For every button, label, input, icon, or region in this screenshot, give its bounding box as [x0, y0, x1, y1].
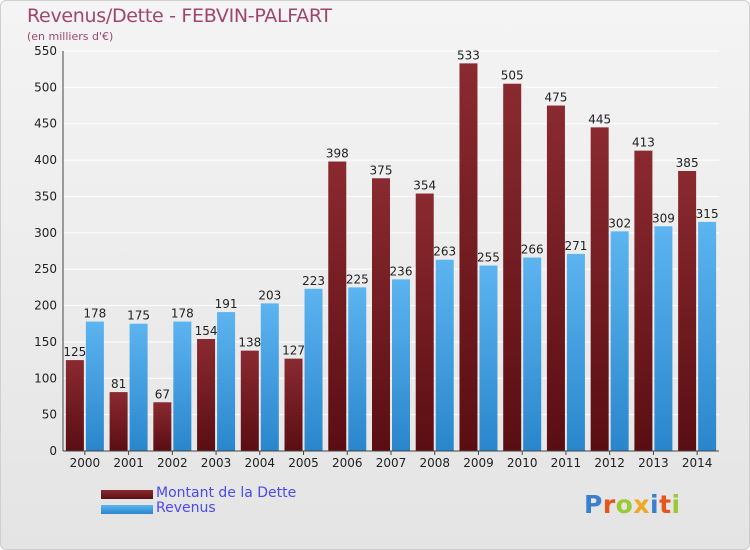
y-tick-label: 200 [34, 299, 57, 313]
bar-revenus [392, 279, 410, 451]
value-label-dette: 154 [195, 324, 218, 338]
bar-revenus [566, 253, 585, 451]
value-label-revenus: 225 [346, 272, 369, 286]
value-label-revenus: 223 [302, 274, 325, 288]
value-label-revenus: 178 [171, 307, 194, 321]
bar-dette [328, 161, 347, 451]
x-tick-label: 2004 [245, 456, 276, 470]
x-tick-label: 2013 [638, 456, 669, 470]
value-label-revenus: 178 [83, 307, 106, 321]
bar-dette [503, 83, 522, 452]
y-tick-label: 100 [34, 371, 57, 385]
bar-revenus [260, 303, 279, 451]
bar-revenus [173, 321, 192, 451]
bar-dette [240, 350, 259, 451]
x-tick-label: 2009 [463, 456, 494, 470]
proxiti-logo: Proxiti [584, 490, 681, 519]
y-tick-label: 400 [34, 153, 57, 167]
value-label-dette: 67 [155, 387, 170, 401]
bar-revenus [698, 221, 717, 451]
value-label-revenus: 309 [652, 211, 675, 225]
x-tick-label: 2002 [157, 456, 188, 470]
value-label-dette: 354 [413, 179, 436, 193]
value-label-dette: 81 [111, 377, 126, 391]
bar-dette [65, 360, 84, 451]
bar-dette [634, 150, 653, 452]
bar-dette [415, 193, 434, 451]
bar-dette [590, 127, 609, 451]
x-tick-label: 2012 [594, 456, 625, 470]
y-tick-label: 500 [34, 80, 57, 94]
value-label-revenus: 175 [127, 309, 150, 323]
x-tick-label: 2008 [419, 456, 450, 470]
bar-revenus [348, 287, 367, 451]
legend-swatch-revenus [101, 505, 153, 514]
value-label-revenus: 302 [608, 216, 631, 230]
legend-swatch-dette [101, 490, 153, 499]
bar-dette [109, 392, 128, 451]
value-label-revenus: 266 [521, 243, 544, 257]
value-label-revenus: 263 [433, 245, 456, 259]
bar-dette [372, 178, 390, 452]
bar-revenus [610, 231, 629, 451]
y-tick-label: 150 [34, 335, 57, 349]
value-label-dette: 385 [676, 156, 699, 170]
value-label-dette: 533 [457, 48, 480, 62]
legend-label-dette: Montant de la Dette [156, 485, 297, 501]
value-label-dette: 445 [588, 112, 611, 126]
value-label-dette: 475 [544, 91, 567, 105]
x-tick-label: 2005 [288, 456, 319, 470]
y-tick-label: 300 [34, 226, 57, 240]
bar-dette [284, 358, 303, 451]
bar-revenus [217, 312, 236, 451]
value-label-dette: 127 [282, 344, 305, 358]
chart-subtitle: (en milliers d'€) [27, 30, 114, 43]
x-tick-label: 2010 [507, 456, 538, 470]
bar-dette [153, 402, 172, 451]
bar-revenus [129, 323, 148, 451]
bar-dette [459, 63, 478, 451]
value-label-dette: 375 [370, 163, 393, 177]
bar-revenus [523, 257, 542, 451]
y-tick-label: 50 [42, 408, 57, 422]
x-tick-label: 2006 [332, 456, 363, 470]
bar-revenus [435, 259, 454, 451]
bar-revenus [654, 226, 673, 451]
value-label-revenus: 315 [696, 207, 719, 221]
bar-revenus [85, 321, 104, 451]
value-label-revenus: 236 [390, 264, 413, 278]
bar-revenus [304, 288, 323, 451]
value-label-dette: 125 [63, 345, 86, 359]
value-label-dette: 138 [238, 336, 261, 350]
chart-title: Revenus/Dette - FEBVIN-PALFART [27, 5, 332, 27]
y-tick-label: 0 [49, 444, 57, 458]
value-label-revenus: 271 [564, 239, 587, 253]
x-tick-label: 2014 [682, 456, 713, 470]
x-tick-label: 2011 [551, 456, 582, 470]
value-label-dette: 413 [632, 136, 655, 150]
bar-dette [197, 339, 216, 451]
y-tick-label: 450 [34, 117, 57, 131]
x-tick-label: 2001 [113, 456, 144, 470]
bar-dette [678, 171, 697, 451]
value-label-dette: 398 [326, 147, 349, 161]
value-label-dette: 505 [501, 69, 524, 83]
y-tick-label: 250 [34, 262, 57, 276]
y-tick-label: 550 [34, 44, 57, 58]
bar-revenus [479, 265, 498, 451]
value-label-revenus: 203 [258, 288, 281, 302]
x-tick-label: 2003 [201, 456, 232, 470]
x-tick-label: 2000 [70, 456, 101, 470]
x-tick-label: 2007 [376, 456, 407, 470]
value-label-revenus: 255 [477, 251, 500, 265]
y-tick-label: 350 [34, 189, 57, 203]
bar-dette [546, 105, 565, 451]
legend-label-revenus: Revenus [156, 500, 216, 516]
value-label-revenus: 191 [215, 297, 238, 311]
